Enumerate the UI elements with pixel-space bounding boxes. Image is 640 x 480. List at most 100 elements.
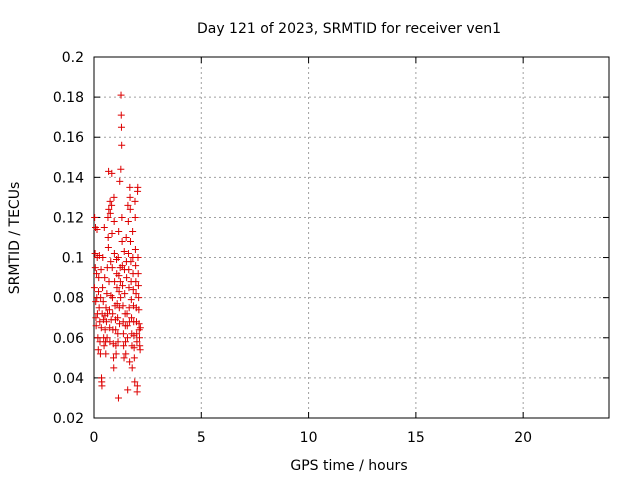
data-point [131, 246, 139, 254]
y-tick-label: 0.08 [53, 291, 84, 307]
data-point [108, 229, 116, 237]
data-point [134, 254, 142, 262]
data-point [114, 394, 122, 402]
data-point [109, 310, 117, 318]
data-point [112, 342, 120, 350]
data-point [101, 326, 109, 334]
y-tick-label: 0.02 [53, 411, 84, 427]
data-point [119, 330, 127, 338]
data-point [127, 258, 135, 266]
data-point [124, 201, 132, 209]
data-point [110, 354, 118, 362]
data-point [120, 342, 128, 350]
data-point [108, 169, 116, 177]
data-point [112, 326, 120, 334]
data-point [133, 338, 141, 346]
data-point [113, 284, 121, 292]
data-point [97, 266, 105, 274]
data-point [128, 314, 136, 322]
data-point [115, 304, 123, 312]
data-point [132, 290, 140, 298]
data-point [98, 382, 106, 390]
data-point [131, 213, 139, 221]
data-point [90, 284, 98, 292]
data-point [117, 111, 125, 119]
data-point [115, 288, 123, 296]
grid-lines [94, 57, 609, 418]
data-point [96, 318, 104, 326]
data-point [91, 250, 99, 258]
data-point [107, 258, 115, 266]
data-point [94, 346, 102, 354]
data-point [126, 205, 134, 213]
data-point [136, 324, 144, 332]
data-point [120, 248, 128, 256]
data-point [126, 358, 134, 366]
data-point [132, 262, 140, 270]
data-point [101, 274, 109, 282]
data-point [133, 382, 141, 390]
data-point [102, 350, 110, 358]
data-point [117, 123, 125, 131]
data-point [131, 378, 139, 386]
data-point [119, 302, 127, 310]
data-point [120, 354, 128, 362]
data-point [126, 193, 134, 201]
data-point [123, 310, 131, 318]
data-point [116, 320, 124, 328]
data-point [126, 238, 134, 246]
data-point [122, 350, 130, 358]
data-point [108, 294, 116, 302]
data-point [92, 298, 100, 306]
data-point [91, 213, 99, 221]
data-point [115, 227, 123, 235]
data-point [122, 338, 130, 346]
x-tick-label: 20 [514, 430, 532, 446]
data-point [125, 284, 133, 292]
x-tick-label: 5 [197, 430, 206, 446]
data-point [95, 304, 103, 312]
data-point [135, 334, 143, 342]
y-tick-label: 0.12 [53, 210, 84, 226]
data-point [136, 346, 144, 354]
y-tick-label: 0.14 [53, 170, 84, 186]
data-point [133, 330, 141, 338]
data-point [92, 314, 100, 322]
data-point [113, 300, 121, 308]
data-point [135, 306, 143, 314]
y-axis-label: SRMTID / TECUs [7, 182, 23, 295]
data-point [133, 388, 141, 396]
y-tick-label: 0.04 [53, 371, 84, 387]
data-point [93, 270, 101, 278]
data-point [103, 290, 111, 298]
x-tick-label: 0 [90, 430, 99, 446]
data-point [129, 286, 137, 294]
tick-labels: 0.02 0.04 0.06 0.08 0.1 0.12 0.14 0.16 0.18 0.2 0 5… [53, 50, 532, 446]
data-points [90, 91, 144, 402]
x-tick-label: 10 [300, 430, 318, 446]
data-point [124, 386, 132, 394]
data-point [132, 278, 140, 286]
data-point [114, 254, 122, 262]
data-point [117, 91, 125, 99]
data-point [93, 225, 101, 233]
data-point [125, 250, 133, 258]
data-point [110, 250, 118, 258]
data-point [121, 290, 129, 298]
data-point [108, 201, 116, 209]
data-point [117, 294, 125, 302]
data-point [119, 282, 127, 290]
data-point [114, 338, 122, 346]
x-axis-label: GPS time / hours [290, 458, 407, 474]
data-point [99, 284, 107, 292]
data-point [129, 227, 137, 235]
data-point [126, 183, 134, 191]
data-point [99, 254, 107, 262]
plot-frame [93, 56, 610, 419]
data-point [110, 217, 118, 225]
data-point [95, 274, 103, 282]
data-point [118, 213, 126, 221]
y-tick-label: 0.18 [53, 90, 84, 106]
data-point [92, 322, 100, 330]
data-point [128, 364, 136, 372]
